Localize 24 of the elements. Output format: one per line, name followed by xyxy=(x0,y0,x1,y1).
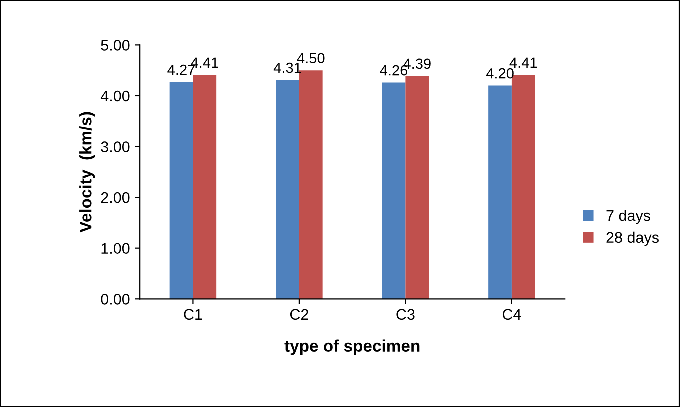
bar xyxy=(406,76,430,300)
data-label: 4.31 xyxy=(274,62,302,74)
bar xyxy=(488,86,512,300)
bar xyxy=(276,80,300,300)
legend-label: 28 days xyxy=(606,232,659,246)
x-tick-label: C3 xyxy=(396,309,415,320)
bar xyxy=(193,75,217,300)
bar xyxy=(170,82,194,300)
y-axis-title: Velocity (km/s) xyxy=(80,112,96,233)
y-tick-label: 5.00 xyxy=(101,40,130,51)
data-label: 4.50 xyxy=(297,53,325,64)
legend-label: 7 days xyxy=(606,210,650,224)
y-tick-label: 2.00 xyxy=(101,192,130,204)
y-tick-label: 1.00 xyxy=(102,243,130,254)
y-tick-label: 4.00 xyxy=(100,90,130,102)
x-axis-title: type of specimen xyxy=(284,340,420,356)
y-tick-label: 0.00 xyxy=(101,294,130,305)
x-tick-label: C2 xyxy=(290,309,308,320)
data-label: 4.41 xyxy=(510,58,538,68)
x-tick-label: C4 xyxy=(502,309,522,320)
y-tick-label: 3.00 xyxy=(101,142,130,152)
bar xyxy=(382,82,406,300)
x-tick-label: C1 xyxy=(184,309,202,320)
data-label: 4.20 xyxy=(486,68,514,79)
